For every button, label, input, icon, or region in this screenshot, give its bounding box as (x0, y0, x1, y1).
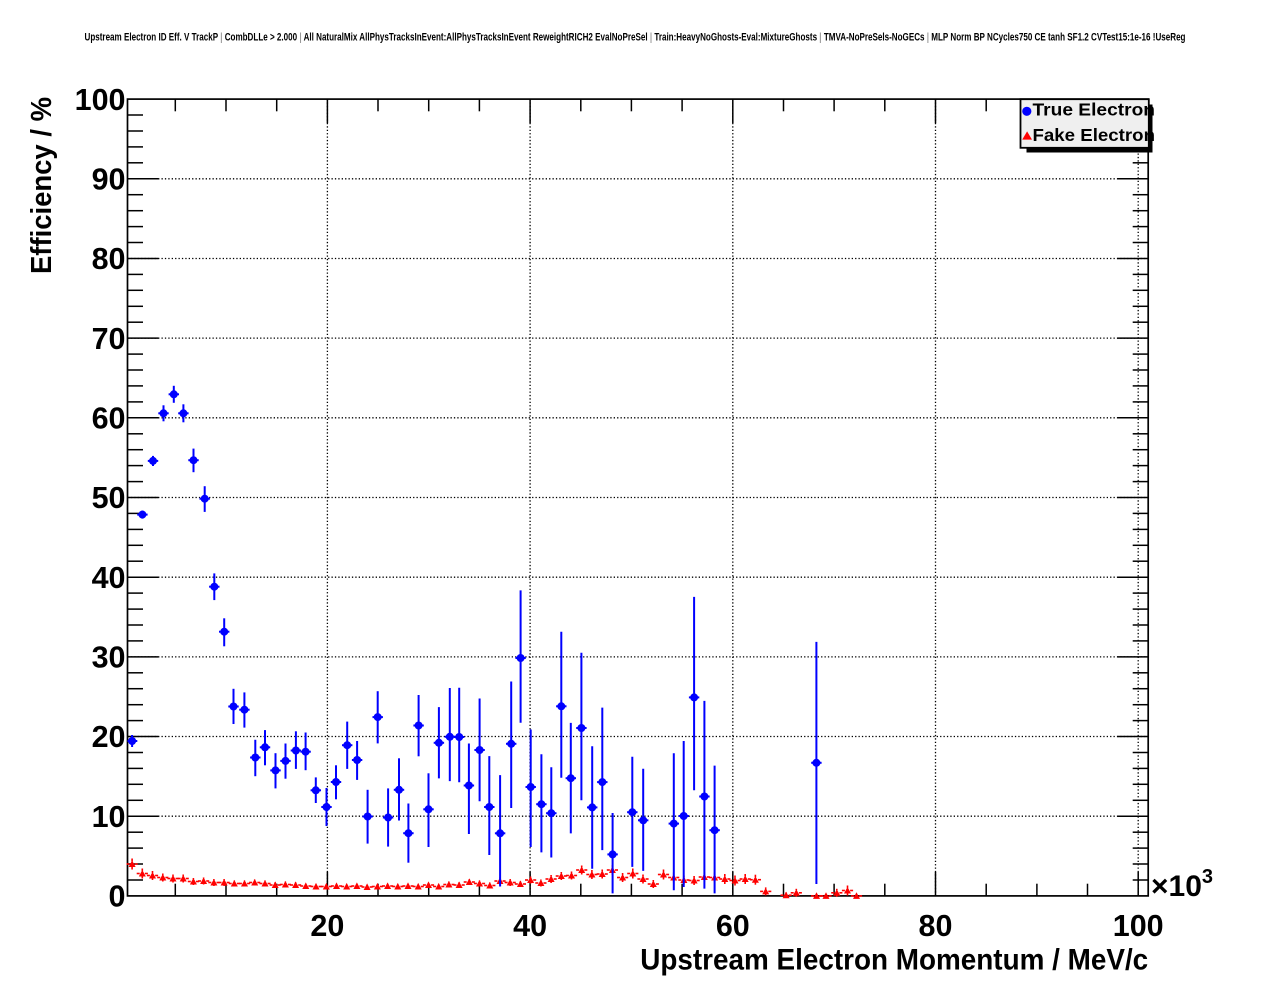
svg-text:20: 20 (92, 720, 126, 754)
svg-text:80: 80 (92, 242, 126, 276)
svg-text:40: 40 (92, 561, 126, 595)
svg-text:True Electron: True Electron (1033, 99, 1156, 119)
svg-text:90: 90 (92, 163, 126, 197)
svg-text:0: 0 (109, 880, 126, 914)
svg-text:70: 70 (92, 322, 126, 356)
svg-text:10: 10 (92, 800, 126, 834)
svg-text:30: 30 (92, 641, 126, 675)
svg-text:Upstream Electron Momentum / M: Upstream Electron Momentum / MeV/c (640, 944, 1148, 977)
svg-text:100: 100 (75, 83, 126, 117)
svg-text:40: 40 (513, 909, 547, 943)
svg-text:Upstream Electron ID Eff. V Tr: Upstream Electron ID Eff. V TrackP | Com… (85, 32, 1186, 44)
svg-text:20: 20 (310, 909, 344, 943)
svg-text:Efficiency / %: Efficiency / % (26, 97, 58, 274)
svg-text:100: 100 (1113, 909, 1164, 943)
svg-text:Fake Electron: Fake Electron (1033, 125, 1156, 145)
svg-text:60: 60 (716, 909, 750, 943)
svg-text:80: 80 (919, 909, 953, 943)
svg-text:50: 50 (92, 481, 126, 515)
svg-text:60: 60 (92, 402, 126, 436)
